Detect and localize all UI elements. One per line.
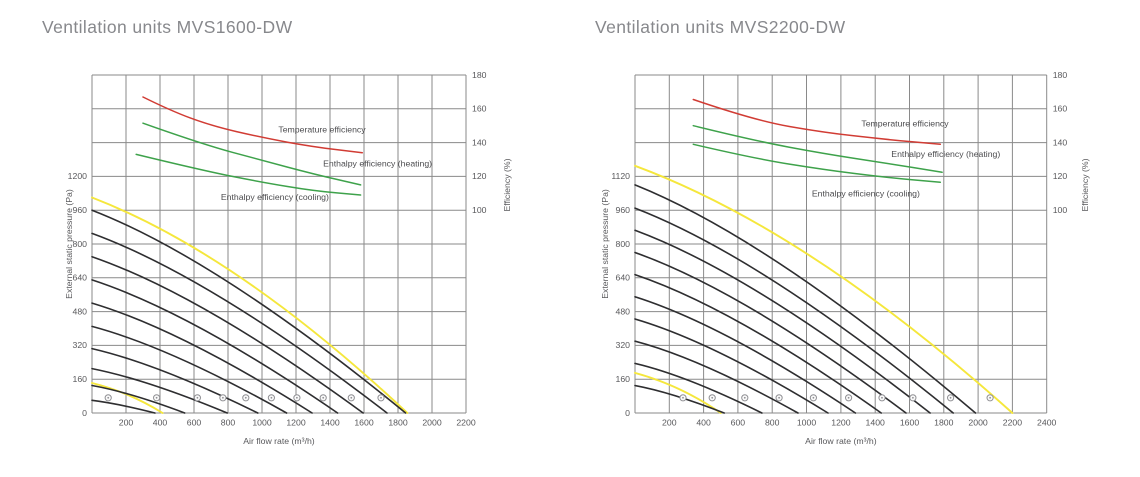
curve-label: Temperature efficiency <box>861 119 949 129</box>
y-axis-left-tick-labels: 0 160 320 480 640 800 960 1120 <box>611 171 630 418</box>
svg-text:100: 100 <box>472 205 487 215</box>
x-axis-title: Air flow rate (m³/h) <box>805 436 877 446</box>
svg-text:1200: 1200 <box>831 418 850 428</box>
chart-mvs1600: Ventilation units MVS1600-DW Temperature… <box>42 17 512 446</box>
svg-text:400: 400 <box>696 418 711 428</box>
svg-text:160: 160 <box>1053 104 1068 114</box>
svg-text:100: 100 <box>1053 205 1068 215</box>
svg-text:800: 800 <box>765 418 780 428</box>
x-axis-tick-labels: 200 400 600 800 1000 1200 1400 1600 1800 2000 2200 <box>119 418 476 428</box>
fan-speed-curves <box>634 184 977 414</box>
svg-text:120: 120 <box>472 171 487 181</box>
svg-text:800: 800 <box>221 418 236 428</box>
y-axis-right-title: Efficiency (%) <box>502 158 512 211</box>
y-axis-left-title: External static pressure (Pa) <box>600 189 610 299</box>
y-axis-right-tick-labels: 100 120 140 160 180 <box>472 70 487 215</box>
chart-mvs2200: Ventilation units MVS2200-DW Temperature… <box>570 0 1140 477</box>
curve-label: Enthalpy efficiency (heating) <box>323 158 432 168</box>
svg-text:480: 480 <box>73 306 88 316</box>
efficiency-curves: Temperature efficiency Enthalpy efficienc… <box>135 96 432 202</box>
svg-text:160: 160 <box>616 374 631 384</box>
svg-text:1600: 1600 <box>900 418 919 428</box>
axis-titles: External static pressure (Pa) Efficiency … <box>64 158 512 446</box>
svg-text:140: 140 <box>472 137 487 147</box>
svg-text:320: 320 <box>73 340 88 350</box>
svg-text:960: 960 <box>616 205 631 215</box>
svg-text:640: 640 <box>616 273 631 283</box>
grid <box>634 74 1048 414</box>
fan-speed-curves <box>91 209 407 414</box>
svg-text:160: 160 <box>472 104 487 114</box>
svg-text:800: 800 <box>73 239 88 249</box>
chart-title-mvs2200: Ventilation units MVS2200-DW <box>595 17 846 37</box>
axis-titles: External static pressure (Pa) Efficiency … <box>600 158 1090 446</box>
svg-text:2000: 2000 <box>422 418 441 428</box>
svg-text:140: 140 <box>1053 137 1068 147</box>
operating-envelope <box>634 164 1014 414</box>
svg-text:1200: 1200 <box>286 418 305 428</box>
svg-text:1200: 1200 <box>68 171 87 181</box>
svg-text:1400: 1400 <box>866 418 885 428</box>
svg-text:1120: 1120 <box>611 171 630 181</box>
svg-text:600: 600 <box>731 418 746 428</box>
svg-text:600: 600 <box>187 418 202 428</box>
efficiency-curves: Temperature efficiency Enthalpy efficienc… <box>692 98 1000 199</box>
svg-text:1400: 1400 <box>320 418 339 428</box>
y-axis-left-title: External static pressure (Pa) <box>64 189 74 299</box>
curve-label: Enthalpy efficiency (cooling) <box>221 192 329 202</box>
svg-text:480: 480 <box>616 306 631 316</box>
svg-text:2200: 2200 <box>456 418 475 428</box>
svg-text:0: 0 <box>625 408 630 418</box>
svg-text:1800: 1800 <box>934 418 953 428</box>
svg-text:800: 800 <box>616 239 631 249</box>
svg-text:180: 180 <box>1053 70 1068 80</box>
operating-point-markers <box>679 394 994 402</box>
svg-text:1800: 1800 <box>388 418 407 428</box>
svg-text:1000: 1000 <box>797 418 816 428</box>
curve-label: Temperature efficiency <box>278 125 366 135</box>
svg-text:640: 640 <box>73 273 88 283</box>
curve-label: Enthalpy efficiency (cooling) <box>812 189 920 199</box>
curve-label: Enthalpy efficiency (heating) <box>891 149 1000 159</box>
svg-text:120: 120 <box>1053 171 1068 181</box>
svg-text:1600: 1600 <box>354 418 373 428</box>
svg-text:2200: 2200 <box>1003 418 1022 428</box>
y-axis-left-tick-labels: 0 160 320 480 640 800 960 1200 <box>68 171 87 418</box>
svg-text:2000: 2000 <box>968 418 987 428</box>
operating-envelope <box>91 196 409 414</box>
svg-text:200: 200 <box>119 418 134 428</box>
svg-text:180: 180 <box>472 70 487 80</box>
svg-text:0: 0 <box>82 408 87 418</box>
x-axis-title: Air flow rate (m³/h) <box>243 436 315 446</box>
grid <box>91 74 467 414</box>
operating-point-markers <box>104 394 385 402</box>
svg-text:400: 400 <box>153 418 168 428</box>
chart-title-mvs1600: Ventilation units MVS1600-DW <box>42 17 293 37</box>
x-axis-tick-labels: 200 400 600 800 1000 1200 1400 1600 1800 2000 2200… <box>662 418 1056 428</box>
svg-text:960: 960 <box>73 205 88 215</box>
svg-text:200: 200 <box>662 418 677 428</box>
svg-text:2400: 2400 <box>1037 418 1056 428</box>
svg-text:320: 320 <box>616 340 631 350</box>
svg-text:160: 160 <box>73 374 88 384</box>
performance-chart-canvas-mvs2200: Temperature efficiency Enthalpy efficienc… <box>600 70 1090 446</box>
y-axis-right-tick-labels: 100 120 140 160 180 <box>1053 70 1068 215</box>
performance-chart-canvas-mvs1600: Temperature efficiency Enthalpy efficienc… <box>64 70 512 446</box>
y-axis-right-title: Efficiency (%) <box>1080 158 1090 211</box>
svg-text:1000: 1000 <box>252 418 271 428</box>
